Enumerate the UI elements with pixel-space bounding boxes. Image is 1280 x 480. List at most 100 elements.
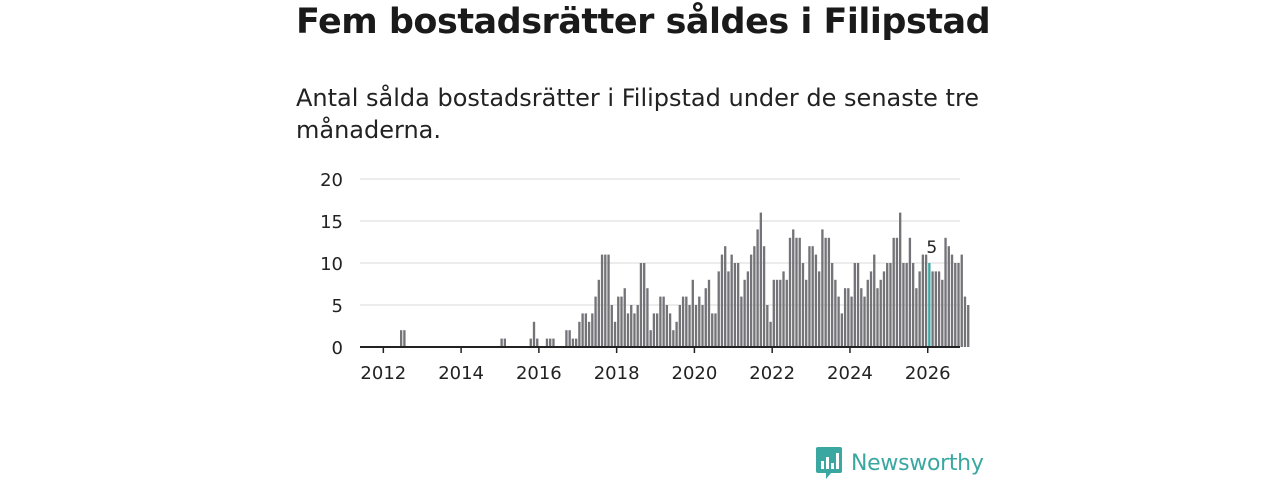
bar <box>704 288 707 347</box>
brand-logo[interactable]: Newsworthy <box>815 446 984 480</box>
bar <box>578 321 581 347</box>
bar <box>607 254 610 347</box>
bar <box>869 271 873 347</box>
bar <box>860 288 863 347</box>
bar <box>950 254 954 347</box>
bar <box>617 296 620 347</box>
bar <box>856 263 860 347</box>
bar <box>545 338 549 347</box>
bar <box>399 330 403 347</box>
bar <box>549 338 552 347</box>
bar <box>873 254 876 347</box>
bar <box>908 237 912 347</box>
bar <box>821 229 824 347</box>
bar <box>788 237 792 347</box>
bar <box>636 305 639 347</box>
chart-title: Fem bostadsrätter såldes i Filipstad <box>296 2 991 42</box>
bar <box>701 305 704 347</box>
bar <box>772 279 775 347</box>
bar <box>743 279 746 347</box>
bar <box>886 263 889 347</box>
x-tick-label: 2026 <box>905 363 951 384</box>
bar <box>882 271 886 347</box>
bar <box>769 321 772 347</box>
bar <box>876 288 879 347</box>
bar <box>892 237 895 347</box>
bar <box>960 254 963 347</box>
bar <box>662 296 665 347</box>
bar <box>795 237 798 347</box>
bar <box>840 313 844 347</box>
bar <box>736 263 740 347</box>
bar <box>827 237 831 347</box>
bar <box>798 237 801 347</box>
bar <box>649 330 652 347</box>
y-tick-label: 15 <box>320 212 343 233</box>
bar <box>941 279 944 347</box>
bar <box>685 296 688 347</box>
bar <box>675 321 678 347</box>
bar <box>792 229 795 347</box>
bar <box>503 338 507 347</box>
bar <box>746 271 750 347</box>
bar <box>847 288 850 347</box>
bar <box>688 305 691 347</box>
bar <box>403 330 406 347</box>
bar <box>902 263 905 347</box>
y-tick-label: 5 <box>332 296 343 317</box>
bar <box>594 296 597 347</box>
bar <box>733 263 737 347</box>
bar <box>724 246 727 347</box>
y-tick-label: 10 <box>320 254 343 275</box>
bar <box>591 313 594 347</box>
bar <box>749 254 753 347</box>
bar <box>779 279 782 347</box>
brand-name: Newsworthy <box>851 450 984 476</box>
bar <box>843 288 847 347</box>
bar <box>853 263 856 347</box>
bar <box>600 254 604 347</box>
bar <box>895 237 899 347</box>
x-tick-label: 2016 <box>516 363 562 384</box>
bar <box>759 212 763 347</box>
bar <box>646 288 649 347</box>
gridlines <box>360 178 960 306</box>
bar <box>714 313 717 347</box>
bar <box>717 271 720 347</box>
bar <box>957 263 960 347</box>
bar <box>623 288 626 347</box>
bar <box>639 263 643 347</box>
bar <box>879 279 882 347</box>
bar <box>604 254 607 347</box>
bar <box>954 263 957 347</box>
bar <box>536 338 539 347</box>
bar <box>620 296 623 347</box>
x-tick-label: 2024 <box>827 363 873 384</box>
axes <box>360 346 960 353</box>
bar <box>633 313 636 347</box>
bar <box>967 305 970 347</box>
bar <box>565 330 568 347</box>
bar <box>905 263 908 347</box>
bar <box>824 237 827 347</box>
bar <box>665 305 669 347</box>
bar <box>730 254 733 347</box>
x-tick-label: 2012 <box>360 363 406 384</box>
bar <box>610 305 613 347</box>
bar <box>571 338 575 347</box>
chart-subtitle: Antal sålda bostadsrätter i Filipstad un… <box>296 84 980 144</box>
bar <box>805 279 808 347</box>
bar <box>613 321 617 347</box>
labels: 0 5 10 15 20 5 2012 2014 2016 2018 2020 2022 2024 202… <box>320 170 951 384</box>
bar <box>584 313 588 347</box>
bar <box>911 263 915 347</box>
bar <box>727 271 730 347</box>
bar <box>529 338 532 347</box>
bar <box>711 313 714 347</box>
bar <box>850 296 853 347</box>
bar <box>672 330 675 347</box>
bar <box>931 271 934 347</box>
bar <box>581 313 584 347</box>
bar <box>720 254 724 347</box>
